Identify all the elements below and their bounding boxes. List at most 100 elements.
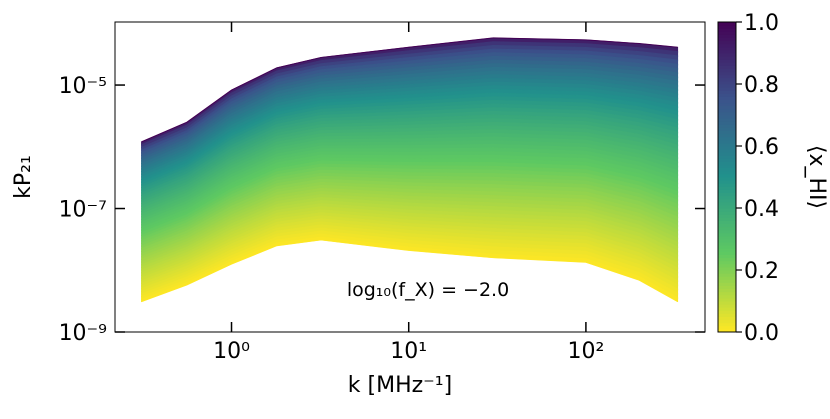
colorbar-fill — [718, 105, 736, 110]
colorbar-fill — [718, 121, 736, 125]
colorbar-fill — [718, 211, 736, 215]
colorbar-fill — [718, 263, 736, 268]
colorbar-fill — [718, 80, 736, 85]
colorbar-fill — [718, 139, 736, 144]
x-axis-label: k [MHz⁻¹] — [348, 373, 452, 398]
x-tick-label: 10¹ — [390, 339, 427, 364]
colorbar-fill — [718, 124, 736, 128]
colorbar-fill — [718, 142, 736, 147]
colorbar-fill — [718, 195, 736, 200]
colorbar-fill — [718, 74, 736, 79]
colorbar-fill — [718, 245, 736, 249]
colorbar-fill — [718, 223, 736, 228]
colorbar-fill — [718, 319, 736, 324]
colorbar-fill — [718, 217, 736, 221]
colorbar-tick-label: 0.2 — [744, 259, 779, 284]
colorbar-fill — [718, 248, 736, 252]
colorbar-fill — [718, 84, 736, 88]
colorbar-fill — [718, 170, 736, 175]
colorbar-fill — [718, 164, 736, 169]
colorbar-fill — [718, 22, 736, 26]
colorbar-fill — [718, 260, 736, 265]
y-axis-label: kP₂₁ — [11, 155, 36, 199]
colorbar-fill — [718, 152, 736, 156]
colorbar-fill — [718, 301, 736, 305]
colorbar-fill — [718, 108, 736, 113]
colorbar-fill — [718, 307, 736, 311]
colorbar-fill — [718, 276, 736, 280]
colorbar-fill — [718, 173, 736, 178]
colorbar-fill — [718, 136, 736, 141]
colorbar-fill — [718, 291, 736, 296]
colorbar-fill — [718, 25, 736, 29]
colorbar-fill — [718, 316, 736, 321]
y-tick-label: 10⁻⁷ — [59, 198, 107, 223]
colorbar-fill — [718, 279, 736, 283]
colorbar-fill — [718, 220, 736, 224]
colorbar-fill — [718, 288, 736, 293]
colorbar-fill — [718, 28, 736, 32]
band-edge — [141, 239, 679, 303]
colorbar-fill — [718, 161, 736, 166]
colorbar-fill — [718, 310, 736, 314]
colorbar-fill — [718, 201, 736, 206]
colorbar-fill — [718, 56, 736, 60]
colorbar-fill — [718, 208, 736, 212]
colorbar-fill — [718, 77, 736, 82]
colorbar-fill — [718, 242, 736, 246]
colorbar-fill — [718, 115, 736, 119]
colorbar-fill — [718, 235, 736, 240]
y-tick-label: 10⁻⁵ — [59, 74, 107, 99]
colorbar-fill — [718, 158, 736, 162]
colorbar-fill — [718, 155, 736, 159]
colorbar-fill — [718, 186, 736, 190]
colorbar-fill — [718, 282, 736, 286]
colorbar-tick-label: 0.6 — [744, 135, 779, 160]
colorbar-fill — [718, 189, 736, 193]
colorbar-fill — [718, 313, 736, 317]
colorbar-fill — [718, 65, 736, 69]
colorbar-fill — [718, 87, 736, 91]
colorbar-fill — [718, 40, 736, 45]
colorbar-fill — [718, 133, 736, 138]
colorbar-fill — [718, 198, 736, 203]
colorbar-fill — [718, 93, 736, 97]
colorbar-fill — [718, 49, 736, 54]
colorbar-fill — [718, 59, 736, 63]
colorbar-fill — [718, 214, 736, 218]
colorbar-fill — [718, 270, 736, 274]
colorbar-fill — [718, 62, 736, 66]
colorbar-tick-label: 0.8 — [744, 73, 779, 98]
colorbar-fill — [718, 68, 736, 73]
colorbar-fill — [718, 146, 736, 150]
colorbar-fill — [718, 322, 736, 327]
colorbar-fill — [718, 46, 736, 51]
colorbar-fill — [718, 99, 736, 104]
colorbar-fill — [718, 31, 736, 35]
colorbar-fill — [718, 226, 736, 231]
colorbar-label: ⟨x_HI⟩ — [804, 145, 829, 209]
colorbar-fill — [718, 37, 736, 42]
colorbar-fill — [718, 167, 736, 172]
colorbar-fill — [718, 180, 736, 184]
colorbar-fill — [718, 266, 736, 271]
colorbar-fill — [718, 232, 736, 237]
colorbar-fill — [718, 328, 736, 333]
colorbar-fill — [718, 127, 736, 131]
colorbar-fill — [718, 297, 736, 302]
band-edge — [141, 37, 678, 143]
colorbar-fill — [718, 229, 736, 234]
colorbar-fill — [718, 192, 736, 197]
colorbar-fill — [718, 177, 736, 181]
colorbar-fill — [718, 90, 736, 94]
colorbar-fill — [718, 273, 736, 277]
colorbar-tick-label: 0.0 — [744, 321, 779, 346]
annotation: log₁₀(f_X) = −2.0 — [347, 279, 509, 301]
y-tick-label: 10⁻⁹ — [59, 321, 107, 346]
colorbar-frame — [717, 21, 737, 333]
colorbar-fill — [718, 183, 736, 187]
colorbar-fill — [718, 96, 736, 100]
colorbar-tick-label: 1.0 — [744, 11, 779, 36]
